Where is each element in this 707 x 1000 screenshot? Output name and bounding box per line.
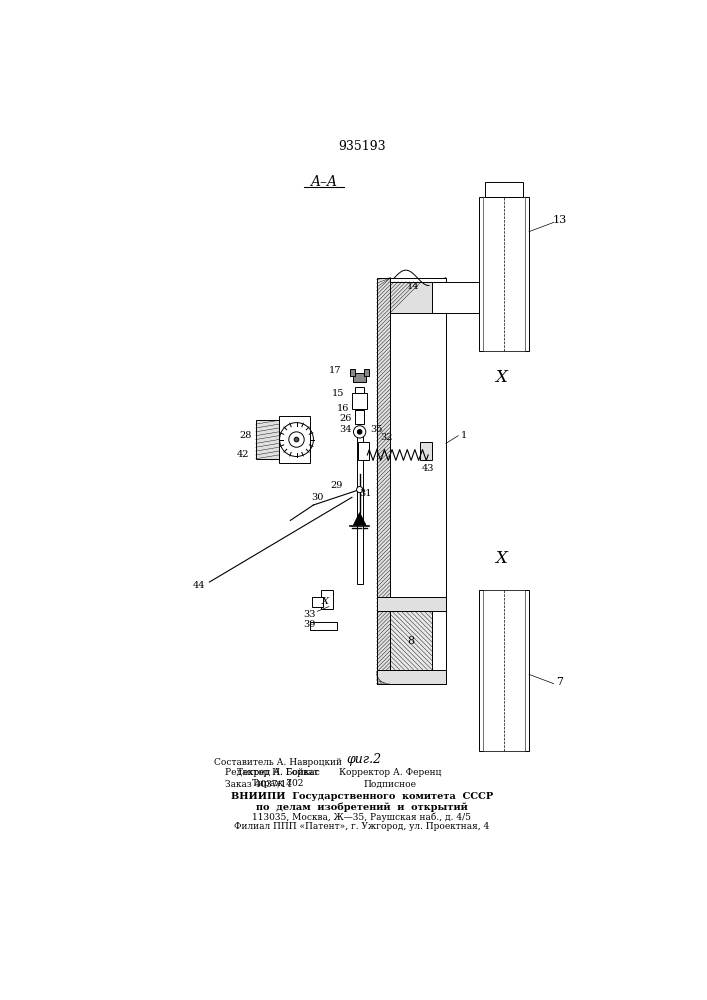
Text: Заказ 4037/14: Заказ 4037/14 [225,779,292,788]
Text: 29: 29 [330,481,343,490]
Text: 28: 28 [240,431,252,440]
Text: 39: 39 [303,620,316,629]
Text: 17: 17 [329,366,341,375]
Bar [377,597,446,611]
Text: 34: 34 [339,425,352,434]
Text: 7: 7 [556,677,563,687]
Circle shape [294,437,299,442]
Text: Подписное: Подписное [364,779,417,788]
Text: 30: 30 [311,493,324,502]
Text: φиг.2: φиг.2 [346,753,381,766]
Text: 31: 31 [360,489,372,498]
Text: 15: 15 [332,389,344,398]
Bar [310,622,337,630]
Bar [432,282,479,312]
Text: 33: 33 [303,610,316,619]
Bar [377,670,446,684]
Text: 8: 8 [408,636,415,646]
Bar [356,428,363,584]
Bar [377,278,390,684]
Text: 35: 35 [370,425,382,434]
Bar [483,197,525,351]
Bar [421,442,432,460]
Text: 14: 14 [407,282,420,291]
Text: Техред А. Бойкас: Техред А. Бойкас [237,768,320,777]
Text: Тираж 702: Тираж 702 [252,779,304,788]
Text: 1: 1 [461,431,467,440]
Text: 16: 16 [337,404,349,413]
Bar [479,197,529,351]
Text: ВНИИПИ  Государственного  комитета  СССР: ВНИИПИ Государственного комитета СССР [230,792,493,801]
Text: Редактор Н. Горват: Редактор Н. Горват [225,768,318,777]
Polygon shape [354,513,366,525]
Bar [432,278,446,684]
Circle shape [354,426,366,438]
Bar [312,597,322,607]
Text: 113035, Москва, Ж—35, Раушская наб., д. 4/5: 113035, Москва, Ж—35, Раушская наб., д. … [252,812,472,822]
Text: X: X [495,550,506,567]
Bar [355,387,364,393]
Bar [390,282,446,312]
Text: по  делам  изобретений  и  открытий: по делам изобретений и открытий [256,802,468,812]
Text: 13: 13 [553,215,567,225]
Bar [355,410,364,424]
Text: 32: 32 [380,433,393,442]
Text: Составитель А. Навроцкий: Составитель А. Навроцкий [214,758,342,767]
Bar [479,590,529,751]
Bar [358,442,369,460]
Text: X: X [322,597,329,606]
Bar [352,393,368,409]
Text: 43: 43 [422,464,434,473]
Text: Корректор А. Ференц: Корректор А. Ференц [339,768,442,777]
Text: Филиал ППП «Патент», г. Ужгород, ул. Проектная, 4: Филиал ППП «Патент», г. Ужгород, ул. Про… [234,822,489,831]
Bar [354,373,366,382]
Bar [364,369,369,376]
Circle shape [357,430,362,434]
Text: 42: 42 [237,450,250,459]
Text: 26: 26 [339,414,352,423]
Bar [483,590,525,751]
Bar [321,590,333,609]
Text: 935193: 935193 [338,140,386,153]
Text: X: X [495,369,506,386]
Circle shape [288,432,304,447]
Bar [279,416,310,463]
Bar [390,611,432,670]
Bar [485,182,523,197]
Text: A–A: A–A [310,175,337,189]
Bar [390,278,446,684]
Circle shape [356,487,363,493]
Bar [256,420,279,459]
Bar [351,369,355,376]
Text: 44: 44 [193,581,206,590]
